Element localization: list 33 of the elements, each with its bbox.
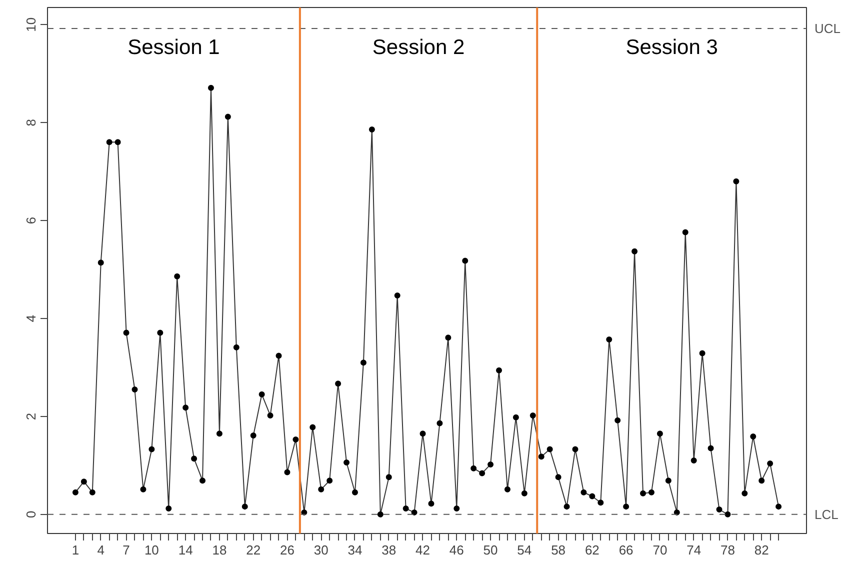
- x-tick-label: 4: [97, 542, 104, 558]
- x-tick-label: 74: [686, 542, 702, 558]
- y-tick-label: 4: [24, 314, 38, 322]
- y-tick-label: 2: [24, 412, 38, 420]
- x-tick-label: 34: [348, 542, 362, 558]
- x-tick-label: 14: [178, 542, 193, 558]
- x-tick-label: 54: [517, 542, 532, 558]
- x-tick-label: 38: [382, 542, 396, 558]
- x-tick-label: 46: [449, 542, 464, 558]
- x-tick-label: 1: [72, 542, 80, 558]
- x-tick-label: 22: [246, 542, 261, 558]
- x-tick-label: 7: [122, 542, 130, 558]
- y-tick-label: 10: [24, 17, 38, 32]
- x-tick-label: 26: [280, 542, 294, 558]
- annotation: Session 3: [626, 36, 718, 59]
- x-tick-label: 66: [618, 542, 634, 558]
- annotation: Session 1: [128, 36, 220, 59]
- x-tick-label: 62: [584, 542, 600, 558]
- x-tick-label: 82: [754, 542, 769, 558]
- y-tick-label: 0: [24, 510, 38, 518]
- y-tick-label: 8: [24, 118, 38, 126]
- x-tick-label: 58: [551, 542, 566, 558]
- annotation: Session 2: [372, 36, 465, 59]
- ref-line-label: LCL: [814, 506, 838, 522]
- x-tick-label: 70: [652, 542, 668, 558]
- x-tick-label: 42: [416, 542, 430, 558]
- x-tick-label: 10: [144, 542, 159, 558]
- x-tick-label: 78: [720, 542, 735, 558]
- x-tick-label: 50: [483, 542, 498, 558]
- y-tick-label: 6: [24, 216, 38, 224]
- x-tick-label: 18: [212, 542, 227, 558]
- x-tick-label: 30: [314, 542, 328, 558]
- ref-line-label: UCL: [814, 21, 841, 36]
